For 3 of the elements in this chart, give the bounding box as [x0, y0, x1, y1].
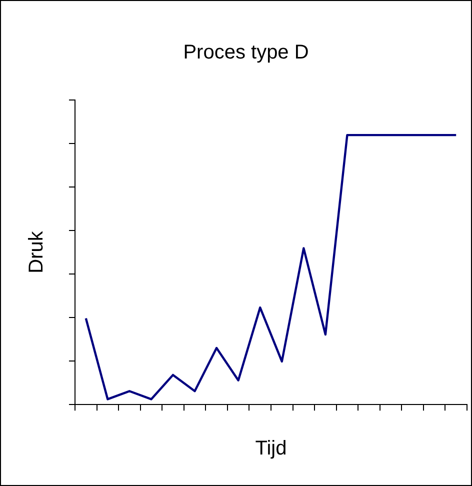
x-axis-title: Tijd: [255, 438, 287, 460]
y-axis-title: Druk: [26, 230, 48, 274]
chart-title: Proces type D: [183, 42, 309, 64]
